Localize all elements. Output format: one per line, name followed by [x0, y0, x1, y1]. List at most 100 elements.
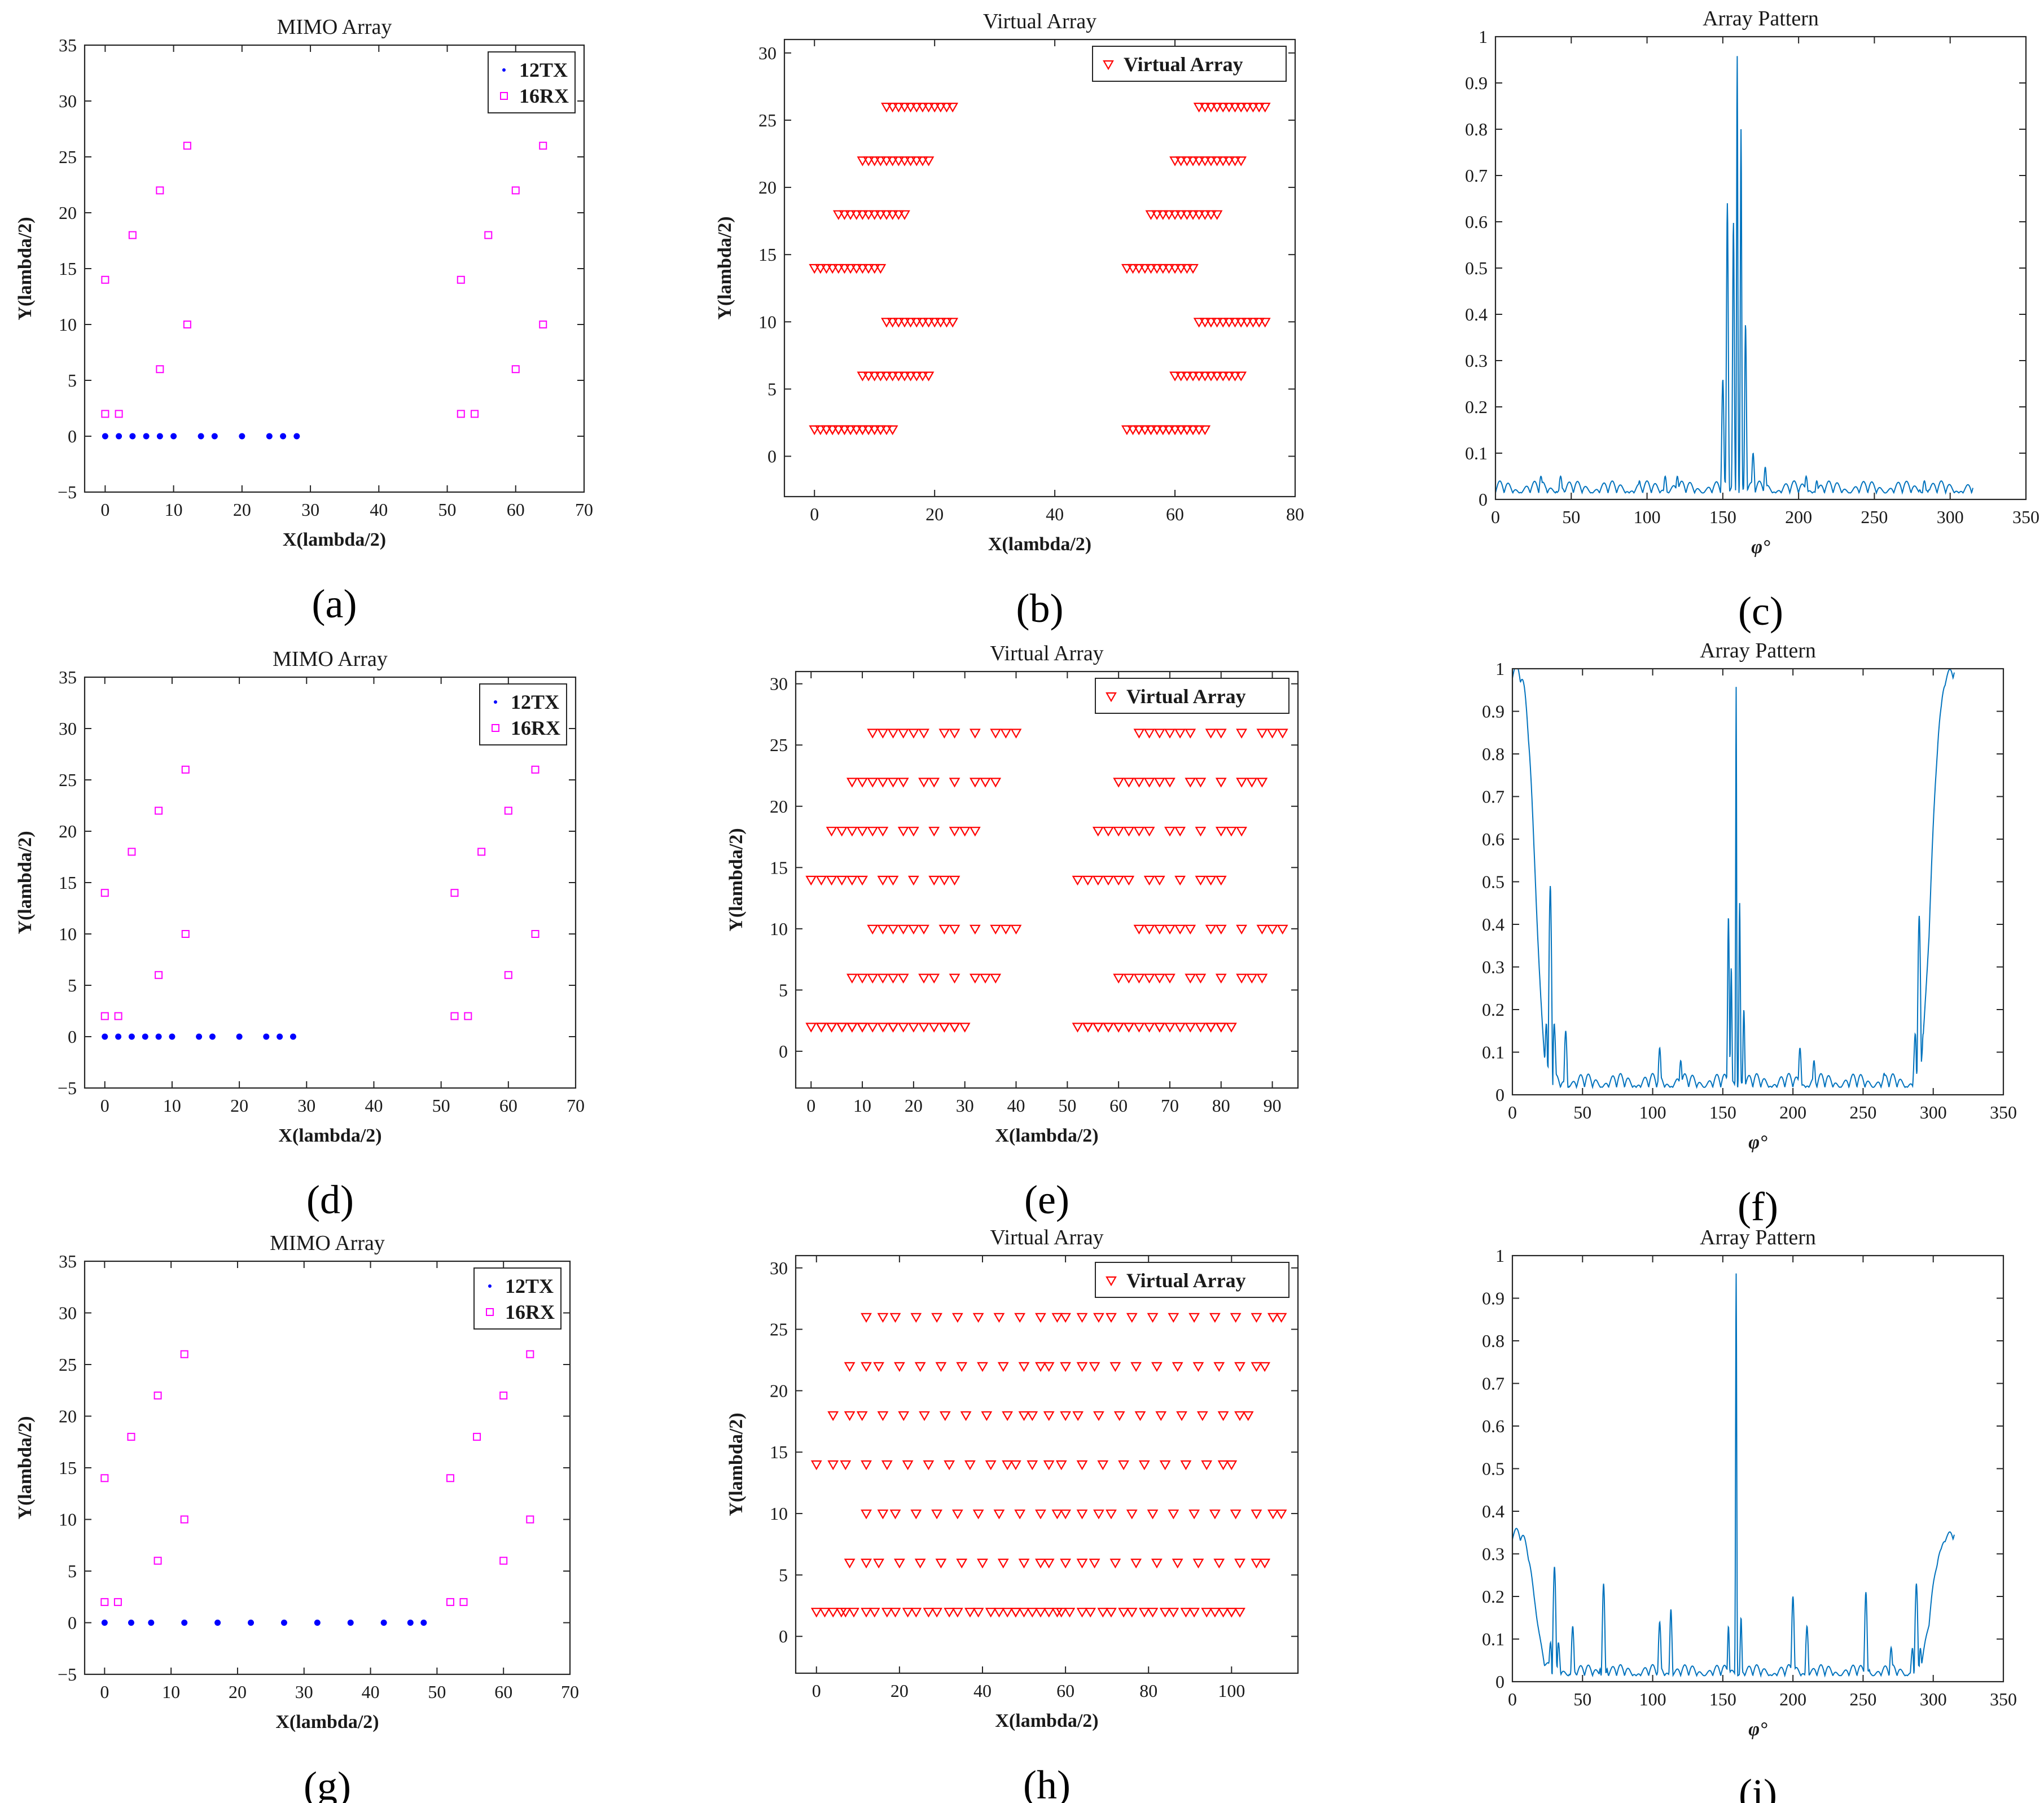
virtual-element-marker — [887, 318, 898, 328]
y-tick-label: 0.4 — [1482, 1501, 1505, 1521]
y-tick-label: 20 — [59, 821, 77, 841]
tx-marker — [198, 433, 204, 440]
x-tick-label: 200 — [1779, 1102, 1806, 1122]
y-axis-label: Y(lambda/2) — [726, 828, 747, 931]
virtual-element-marker — [1205, 924, 1217, 935]
rx-marker — [531, 930, 539, 938]
virtual-element-marker — [918, 973, 929, 984]
virtual-element-marker — [1172, 1362, 1183, 1372]
y-tick-label: 5 — [68, 1561, 77, 1581]
y-axis-label: Y(lambda/2) — [714, 216, 735, 319]
rx-marker — [181, 765, 190, 774]
virtual-element-marker — [1151, 264, 1163, 274]
virtual-element-marker — [887, 1023, 899, 1033]
virtual-element-marker — [821, 425, 832, 436]
y-axis-label: Y(lambda/2) — [726, 1412, 747, 1516]
x-tick-label: 60 — [494, 1682, 512, 1702]
virtual-element-marker — [1089, 1559, 1100, 1569]
virtual-element-marker — [873, 1362, 885, 1372]
y-tick-label: 30 — [758, 43, 777, 63]
virtual-element-marker — [832, 425, 844, 436]
rx-marker — [477, 848, 486, 856]
virtual-element-marker — [969, 924, 981, 935]
virtual-element-marker — [1209, 1509, 1221, 1520]
virtual-element-marker — [857, 425, 869, 436]
virtual-element-marker — [916, 103, 928, 113]
virtual-element-marker — [1215, 827, 1227, 837]
tx-marker — [181, 1620, 188, 1626]
y-tick-label: 15 — [770, 1442, 788, 1462]
virtual-element-marker — [869, 1608, 880, 1618]
virtual-element-marker — [827, 1608, 839, 1618]
rx-marker — [457, 410, 465, 418]
y-tick-label: 0.7 — [1482, 1374, 1505, 1394]
virtual-element-marker — [941, 318, 953, 328]
virtual-element-marker — [1256, 924, 1268, 935]
virtual-element-marker — [1064, 1608, 1076, 1618]
tx-marker — [236, 1033, 243, 1040]
virtual-element-marker — [980, 973, 991, 984]
x-tick-label: 50 — [1058, 1095, 1076, 1116]
virtual-element-marker — [923, 371, 935, 381]
virtual-element-marker — [863, 371, 874, 381]
virtual-element-marker — [907, 875, 919, 886]
virtual-element-marker — [1253, 318, 1265, 328]
virtual-element-marker — [881, 156, 892, 166]
y-tick-label: 0.3 — [1482, 957, 1505, 977]
virtual-element-marker — [814, 425, 826, 436]
rx-marker — [183, 142, 191, 150]
virtual-element-marker — [1157, 425, 1169, 436]
x-tick-label: 60 — [507, 499, 525, 520]
virtual-element-marker — [1181, 371, 1193, 381]
panel-caption: (g) — [304, 1763, 351, 1803]
virtual-element-marker — [846, 778, 858, 788]
virtual-element-marker — [867, 729, 879, 739]
virtual-element-marker — [869, 210, 880, 220]
virtual-element-marker — [1236, 924, 1247, 935]
virtual-element-marker — [827, 1411, 839, 1422]
virtual-element-marker — [1246, 973, 1258, 984]
virtual-element-marker — [907, 827, 919, 837]
x-tick-label: 20 — [925, 504, 944, 524]
virtual-element-marker — [928, 973, 940, 984]
virtual-element-marker — [805, 875, 817, 886]
virtual-element-marker — [1113, 1023, 1125, 1033]
tx-marker — [116, 433, 122, 440]
virtual-element-marker — [1241, 318, 1253, 328]
rx-marker — [180, 1515, 188, 1524]
rx-marker — [504, 971, 512, 979]
y-tick-label: 30 — [59, 91, 77, 111]
tx-marker — [155, 1033, 162, 1040]
virtual-element-marker — [1174, 924, 1186, 935]
tx-marker — [214, 1620, 221, 1626]
virtual-element-marker — [1217, 1411, 1229, 1422]
virtual-element-marker — [839, 264, 850, 274]
virtual-element-marker — [923, 318, 935, 328]
legend-box — [488, 51, 576, 113]
x-axis-label: X(lambda/2) — [275, 1712, 379, 1732]
virtual-element-marker — [1085, 1608, 1096, 1618]
y-tick-label: 20 — [59, 203, 77, 223]
virtual-element-marker — [893, 1362, 905, 1372]
virtual-element-marker — [839, 425, 850, 436]
virtual-element-marker — [1082, 875, 1094, 886]
virtual-element-marker — [980, 778, 991, 788]
virtual-element-marker — [949, 924, 960, 935]
chart-panel-i: 0 50 100 150 200 250 300 350 0 0.1 0.2 0.3 0.4 0.5 0.6… — [1482, 1226, 2017, 1803]
virtual-element-marker — [897, 827, 909, 837]
virtual-element-marker — [1051, 1509, 1063, 1520]
virtual-element-marker — [949, 778, 960, 788]
virtual-element-marker — [907, 1023, 919, 1033]
virtual-element-marker — [1267, 1313, 1279, 1323]
tx-marker — [101, 1620, 108, 1626]
virtual-element-marker — [956, 1362, 968, 1372]
rx-marker — [446, 1474, 454, 1482]
panel-caption: (c) — [1738, 589, 1783, 634]
virtual-element-marker — [863, 210, 874, 220]
x-tick-label: 0 — [100, 1682, 109, 1702]
virtual-element-marker — [1256, 729, 1268, 739]
rx-marker — [183, 321, 191, 328]
x-axis-label: φ° — [1751, 537, 1770, 558]
legend-label: Virtual Array — [1126, 1269, 1246, 1292]
y-tick-label: 0.3 — [1482, 1544, 1505, 1564]
